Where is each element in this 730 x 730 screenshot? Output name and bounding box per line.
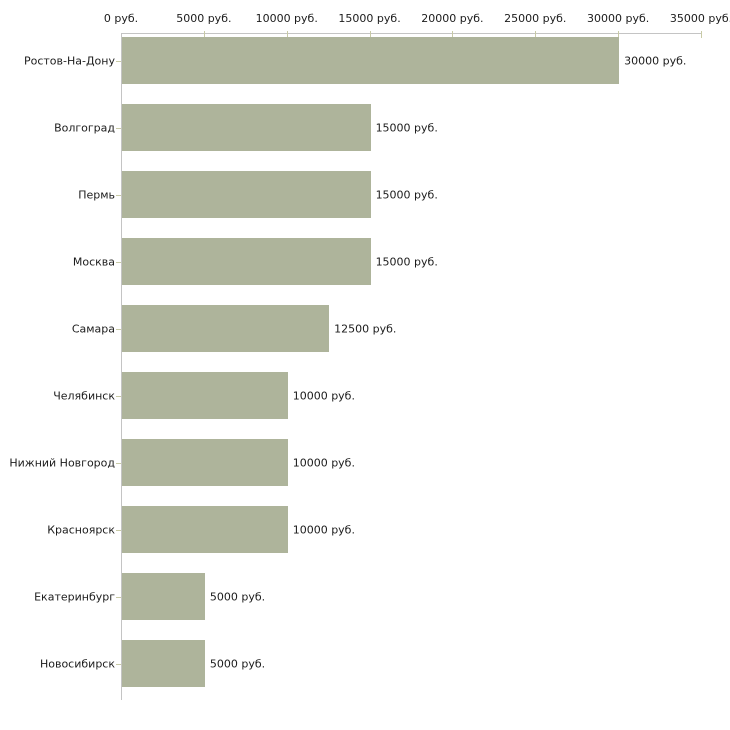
bar — [122, 640, 205, 687]
category-tick-mark — [116, 194, 121, 196]
bar — [122, 305, 330, 352]
category-label: Новосибирск — [39, 657, 115, 670]
category-label: Волгоград — [54, 121, 115, 134]
category-label: Самара — [71, 322, 115, 335]
x-tick-label: 30000 руб. — [587, 12, 650, 25]
x-tick-label: 15000 руб. — [338, 12, 401, 25]
category-label: Красноярск — [47, 523, 115, 536]
category-tick-mark — [116, 663, 121, 665]
x-tick-mark — [452, 31, 454, 38]
category-label: Москва — [72, 255, 115, 268]
x-tick-label: 0 руб. — [103, 12, 139, 25]
category-tick-mark — [116, 127, 121, 129]
value-label: 5000 руб. — [209, 590, 266, 603]
value-label: 10000 руб. — [292, 389, 355, 402]
bar — [122, 573, 205, 620]
x-tick-label: 25000 руб. — [504, 12, 567, 25]
x-tick-label: 10000 руб. — [255, 12, 318, 25]
bar — [122, 238, 371, 285]
x-tick-label: 5000 руб. — [176, 12, 232, 25]
x-axis-line — [121, 33, 702, 34]
category-tick-mark — [116, 60, 121, 62]
x-tick-label: 20000 руб. — [421, 12, 484, 25]
bar — [122, 439, 288, 486]
x-tick-mark — [535, 31, 537, 38]
category-tick-mark — [116, 395, 121, 397]
x-tick-mark — [286, 31, 288, 38]
value-label: 12500 руб. — [334, 322, 397, 335]
x-tick-mark — [369, 31, 371, 38]
value-label: 15000 руб. — [375, 188, 438, 201]
category-tick-mark — [116, 328, 121, 330]
value-label: 30000 руб. — [624, 54, 687, 67]
value-label: 15000 руб. — [375, 121, 438, 134]
bar — [122, 372, 288, 419]
category-label: Екатеринбург — [34, 590, 115, 603]
category-label: Нижний Новгород — [9, 456, 115, 469]
x-tick-mark — [203, 31, 205, 38]
category-tick-mark — [116, 596, 121, 598]
category-tick-mark — [116, 529, 121, 531]
value-label: 10000 руб. — [292, 523, 355, 536]
y-axis-line — [121, 33, 122, 700]
x-tick-mark — [701, 31, 702, 38]
bar — [122, 171, 371, 218]
bar — [122, 104, 371, 151]
value-label: 15000 руб. — [375, 255, 438, 268]
category-label: Ростов-На-Дону — [23, 54, 115, 67]
value-label: 10000 руб. — [292, 456, 355, 469]
category-tick-mark — [116, 462, 121, 464]
category-label: Челябинск — [53, 389, 115, 402]
category-tick-mark — [116, 261, 121, 263]
bar — [122, 506, 288, 553]
value-label: 5000 руб. — [209, 657, 266, 670]
category-label: Пермь — [78, 188, 115, 201]
x-tick-mark — [618, 31, 620, 38]
x-tick-label: 35000 руб. — [669, 12, 730, 25]
bar — [122, 37, 620, 84]
